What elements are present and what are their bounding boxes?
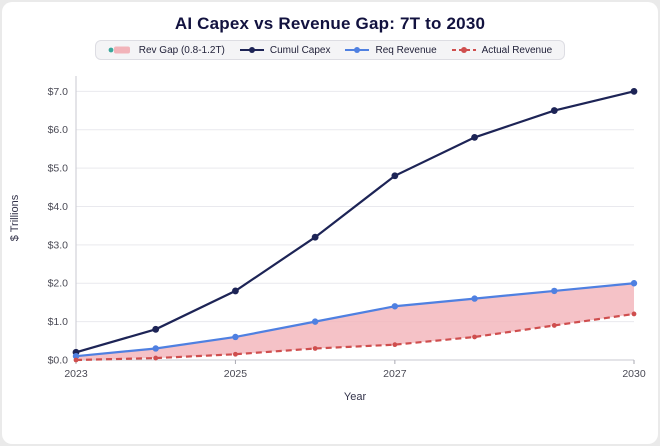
series-marker-actual-revenue [312,346,318,351]
series-marker-cumul-capex [550,107,558,114]
legend-label: Actual Revenue [481,44,553,56]
legend-swatch-cumul-capex-icon [239,47,264,53]
series-line-req-revenue [75,282,635,358]
legend-item-req-revenue: Req Revenue [344,44,437,56]
series-marker-cumul-capex [630,87,638,95]
series-marker-actual-revenue [233,351,238,357]
legend-swatch-rev-gap-0-8-1-2t-icon [108,46,130,54]
y-tick-label: $1.0 [48,316,69,328]
y-axis-title: $ Trillions [9,194,21,241]
series-marker-req-revenue [311,318,319,325]
series-marker-req-revenue [471,295,478,302]
legend-label: Rev Gap (0.8-1.2T) [138,44,225,56]
series-marker-req-revenue [232,333,239,341]
series-line-actual-revenue [75,312,635,362]
x-tick-label: 2030 [622,368,646,380]
series-marker-req-revenue [551,287,558,295]
x-tick-label: 2025 [224,368,248,380]
series-line-cumul-capex [75,90,635,354]
chart-title: AI Capex vs Revenue Gap: 7T to 2030 [174,14,486,33]
y-tick-label: $3.0 [48,239,69,251]
y-tick-label: $7.0 [48,86,69,98]
x-tick-label: 2027 [383,368,407,380]
series-marker-actual-revenue [153,355,159,361]
series-marker-req-revenue [391,303,399,310]
series-marker-actual-revenue [392,342,398,348]
x-axis-title: Year [344,391,367,403]
series-marker-cumul-capex [311,233,319,241]
series-marker-cumul-capex [232,287,239,295]
series-marker-req-revenue [72,352,80,360]
series-marker-actual-revenue [551,323,557,328]
series-marker-cumul-capex [471,134,478,141]
chart-area: $0.0 $1.0 $2.0 $3.0 $4.0 $5.0 $6.0 $7.0 2023 2025… [2,62,660,419]
y-tick-label: $6.0 [48,124,69,136]
legend-item-cumul-capex: Cumul Capex [239,44,331,56]
legend-label: Req Revenue [375,44,437,56]
series-marker-actual-revenue [73,357,79,363]
y-tick-label: $5.0 [48,163,69,175]
legend-item-rev-gap-0-8-1-2t: Rev Gap (0.8-1.2T) [108,44,225,56]
series-marker-cumul-capex [152,325,160,333]
legend-swatch-actual-revenue-icon [451,47,476,53]
legend-swatch-req-revenue-icon [345,47,370,53]
series-marker-actual-revenue [631,311,637,317]
y-tick-label: $0.0 [48,355,69,367]
legend: Rev Gap (0.8-1.2T) Cumul Capex Req Revenue… [94,40,566,60]
legend-item-actual-revenue: Actual Revenue [451,44,553,56]
legend-label: Cumul Capex [269,44,331,56]
y-tick-label: $2.0 [48,278,69,290]
series-marker-req-revenue [630,280,638,287]
chart-canvas: $0.0 $1.0 $2.0 $3.0 $4.0 $5.0 $6.0 $7.0 2023 2025… [9,76,646,403]
x-tick-label: 2023 [64,368,88,380]
series-marker-cumul-capex [391,172,399,180]
series-marker-actual-revenue [472,334,477,340]
series-marker-req-revenue [152,345,159,352]
y-tick-label: $4.0 [48,201,69,213]
